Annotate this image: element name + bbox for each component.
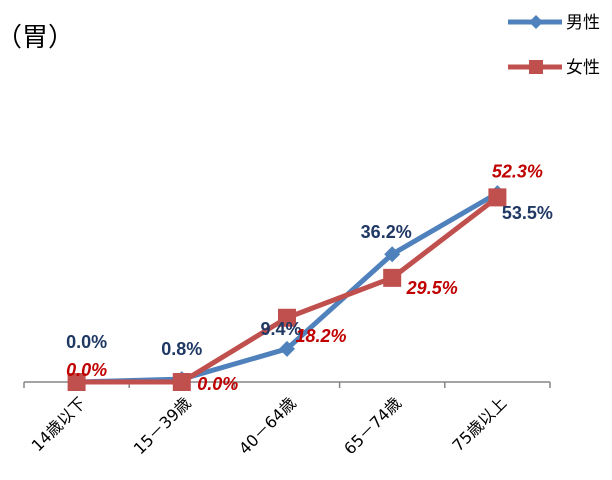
data-label-male: 36.2% — [361, 222, 412, 242]
chart-title: （胃） — [0, 23, 74, 53]
legend-marker-female — [529, 60, 543, 74]
data-label-male: 0.0% — [66, 332, 107, 352]
data-label-female: 52.3% — [492, 161, 543, 181]
series-layer — [67, 185, 507, 391]
data-point-female — [278, 308, 296, 327]
data-label-female: 0.0% — [66, 360, 107, 380]
x-tick-label: 75歳以上 — [448, 393, 510, 455]
data-label-female: 0.0% — [197, 374, 238, 394]
data-point-female — [67, 373, 86, 391]
data-point-male — [384, 246, 401, 263]
data-point-female — [172, 373, 191, 391]
data-labels: 0.0% 0.8% 9.4% 36.2% 53.5% 0.0% 0.0% 18.2% 29.5%… — [66, 161, 553, 394]
legend-label-male: 男性 — [566, 13, 600, 33]
x-tick-label: 65－74歳 — [340, 393, 405, 458]
data-label-male: 9.4% — [260, 319, 301, 339]
data-label-male: 0.8% — [161, 339, 202, 359]
legend-marker-male — [529, 15, 543, 29]
x-tick-label: 15－39歳 — [130, 393, 195, 458]
data-label-male: 53.5% — [502, 203, 553, 223]
x-axis: 14歳以下 15－39歳 40－64歳 65－74歳 75歳以上 — [23, 381, 551, 458]
data-point-female — [383, 268, 402, 287]
legend-label-female: 女性 — [566, 58, 600, 78]
legend-item-female: 女性 — [508, 58, 600, 78]
data-label-female: 29.5% — [406, 278, 458, 298]
data-point-female — [488, 188, 507, 207]
data-label-female: 18.2% — [295, 326, 346, 346]
x-tick-label: 14歳以下 — [28, 393, 90, 455]
data-point-male — [279, 340, 295, 357]
x-tick-label: 40－64歳 — [235, 393, 300, 458]
legend: 男性 女性 — [508, 13, 600, 78]
legend-item-male: 男性 — [508, 13, 600, 33]
